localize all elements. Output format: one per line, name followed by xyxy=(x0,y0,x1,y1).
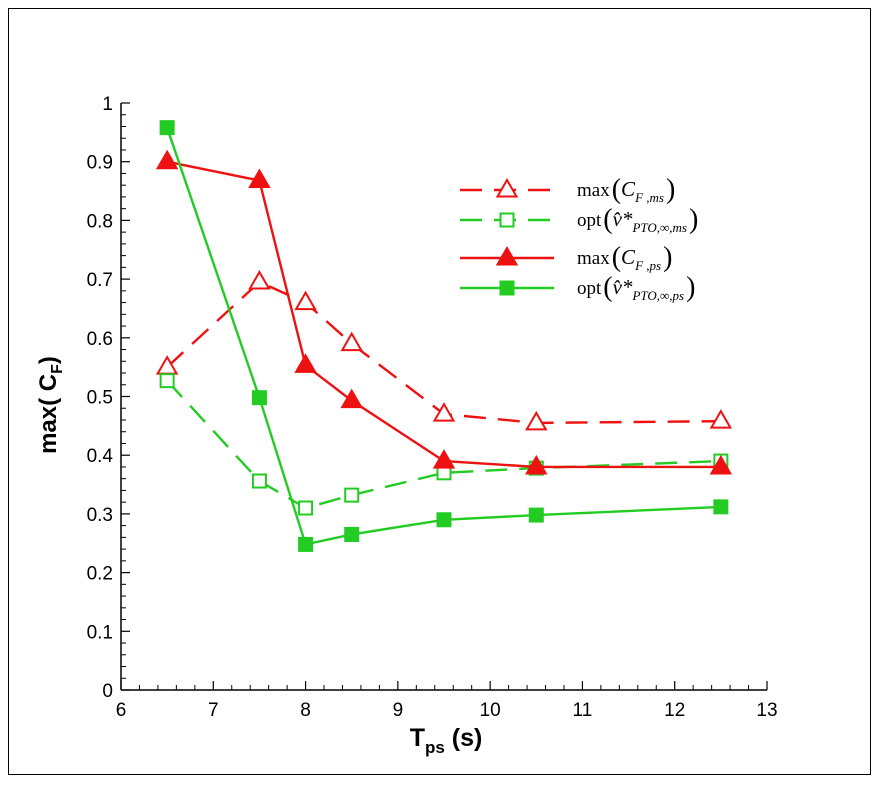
legend-paren-open: ( xyxy=(612,242,621,273)
legend-label-symbol: v̂* xyxy=(613,207,633,231)
data-point xyxy=(159,120,175,136)
y-tick-label: 0.2 xyxy=(87,564,113,585)
y-tick-label: 0.3 xyxy=(87,505,113,526)
legend-marker xyxy=(495,177,519,198)
legend-entry-1: max(CF ,ms) xyxy=(460,174,675,205)
legend-paren-open: ( xyxy=(603,272,612,303)
data-point xyxy=(344,487,360,503)
y-tick-label: 0.9 xyxy=(87,153,113,174)
data-point xyxy=(251,390,267,406)
data-point xyxy=(340,331,363,352)
legend-label-symbol: C xyxy=(621,245,636,269)
series-4 xyxy=(159,120,729,552)
series-line xyxy=(166,280,721,425)
y-axis-title-tail: ) xyxy=(35,356,62,364)
data-point xyxy=(298,500,314,516)
data-point xyxy=(294,353,317,373)
x-tick-label: 10 xyxy=(480,700,501,721)
x-tick-label: 9 xyxy=(393,700,404,721)
legend-label-prefix: max xyxy=(577,248,610,269)
y-tick-label: 0.4 xyxy=(87,446,114,467)
data-point xyxy=(713,499,729,515)
data-point xyxy=(155,149,179,170)
data-point xyxy=(298,536,314,552)
series-layer xyxy=(155,120,733,552)
x-tick-label: 12 xyxy=(664,700,685,721)
figure-frame xyxy=(8,8,871,775)
legend-marker xyxy=(499,280,515,296)
y-tick-label: 0.5 xyxy=(87,388,113,409)
legend-paren-open: ( xyxy=(603,204,612,235)
legend-paren-open: ( xyxy=(612,174,621,205)
legend-marker xyxy=(495,245,519,266)
y-tick-label: 0.7 xyxy=(87,270,113,291)
x-tick-label: 8 xyxy=(300,700,311,721)
legend-label-symbol: C xyxy=(621,177,636,201)
y-tick-label: 0.8 xyxy=(87,211,113,232)
series-line xyxy=(166,379,721,510)
axis-titles: Tps (s) max( CF) xyxy=(35,356,482,757)
x-tick-label: 13 xyxy=(756,700,777,721)
legend-entry-2: opt(v̂*PTO,∞,ms) xyxy=(460,204,698,235)
data-point xyxy=(432,449,456,469)
y-axis-title: max( CF) xyxy=(35,356,66,454)
data-point xyxy=(294,290,317,311)
data-point xyxy=(432,402,456,422)
data-point xyxy=(709,409,733,429)
legend-paren-close: ) xyxy=(689,204,698,235)
series-3 xyxy=(155,149,733,475)
x-axis-title-main: T xyxy=(410,724,425,752)
y-tick-label: 0.1 xyxy=(87,622,113,643)
legend-paren-close: ) xyxy=(663,242,672,273)
x-axis-title: Tps (s) xyxy=(410,724,483,757)
legend-label: opt(v̂*PTO,∞,ms) xyxy=(577,204,698,235)
y-tick-label: 0 xyxy=(102,681,113,702)
y-axis-title-subscript: F xyxy=(49,364,66,374)
x-axis-title-tail: (s) xyxy=(445,724,483,752)
legend-label-subscript: PTO,∞,ps xyxy=(631,288,684,303)
data-point xyxy=(709,454,733,475)
data-point xyxy=(248,270,271,290)
legend-label-symbol: v̂* xyxy=(613,275,633,299)
legend-paren-close: ) xyxy=(686,272,695,303)
data-point xyxy=(251,473,267,489)
x-tick-label: 11 xyxy=(573,700,593,721)
legend-marker xyxy=(499,212,515,228)
data-point xyxy=(248,168,271,188)
legend-label-subscript: F ,ms xyxy=(634,190,664,205)
x-tick-label: 6 xyxy=(116,700,127,721)
legend-paren-close: ) xyxy=(666,174,675,205)
legend-label-prefix: max xyxy=(577,180,610,201)
legend-entry-3: max(CF ,ps) xyxy=(460,242,672,273)
x-axis-title-subscript: ps xyxy=(425,738,445,757)
data-point xyxy=(340,388,363,409)
legend-label-subscript: PTO,∞,ms xyxy=(631,220,687,235)
x-tick-label: 7 xyxy=(208,700,219,721)
y-tick-label: 0.6 xyxy=(87,329,113,350)
data-point xyxy=(525,454,548,475)
data-point xyxy=(159,373,175,389)
axes: 6 7 8 9 10 11 12 13 0 0.1 0.2 0.3 0.4 0.5 0.6 0.7 0.8 0.9… xyxy=(87,94,778,721)
legend: max(CF ,ms)opt(v̂*PTO,∞,ms)max(CF ,ps)op… xyxy=(460,174,698,303)
legend-entry-4: opt(v̂*PTO,∞,ps) xyxy=(460,272,695,303)
legend-label: opt(v̂*PTO,∞,ps) xyxy=(577,272,695,303)
legend-label-prefix: opt xyxy=(577,210,602,231)
legend-label-subscript: F ,ps xyxy=(634,258,661,273)
series-1 xyxy=(155,270,733,431)
legend-label-prefix: opt xyxy=(577,278,602,299)
data-point xyxy=(436,512,452,528)
data-point xyxy=(528,507,544,523)
data-point xyxy=(344,526,360,542)
y-axis-title-main: max( C xyxy=(35,374,62,454)
series-2 xyxy=(159,373,729,516)
data-point xyxy=(525,410,548,431)
legend-label: max(CF ,ms) xyxy=(577,174,675,205)
y-tick-label: 1 xyxy=(102,94,113,115)
legend-label: max(CF ,ps) xyxy=(577,242,672,273)
